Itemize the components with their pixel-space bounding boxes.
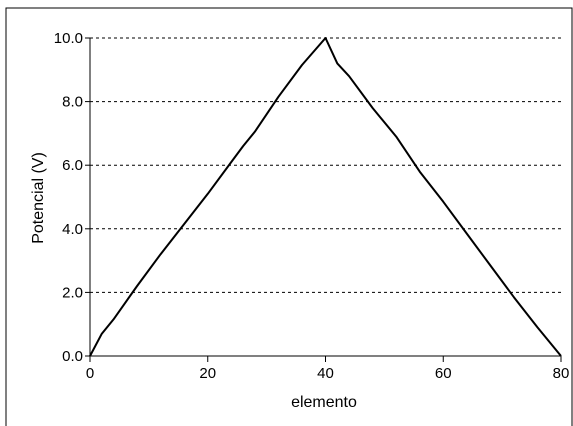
x-tick-label: 20 [199, 365, 216, 382]
y-tick-label: 8.0 [62, 94, 83, 111]
x-tick-label: 60 [435, 365, 452, 382]
y-axis-label: Potencial (V) [30, 152, 47, 244]
series-line [89, 37, 562, 357]
x-tick-label: 80 [553, 365, 570, 382]
x-tick-label: 0 [86, 365, 94, 382]
x-tick-label: 40 [317, 365, 334, 382]
y-tick-label: 0.0 [62, 348, 83, 365]
x-axis-label: elemento [291, 394, 357, 411]
axes: 0.0 2.0 4.0 6.0 8.0 10.0 0 20 40 60 80 [54, 30, 570, 382]
outer-frame [5, 7, 573, 426]
y-tick-label: 4.0 [62, 221, 83, 238]
y-tick-label: 2.0 [62, 284, 83, 301]
y-tick-label: 10.0 [54, 30, 83, 47]
series-layer [89, 37, 562, 357]
y-tick-label: 6.0 [62, 157, 83, 174]
